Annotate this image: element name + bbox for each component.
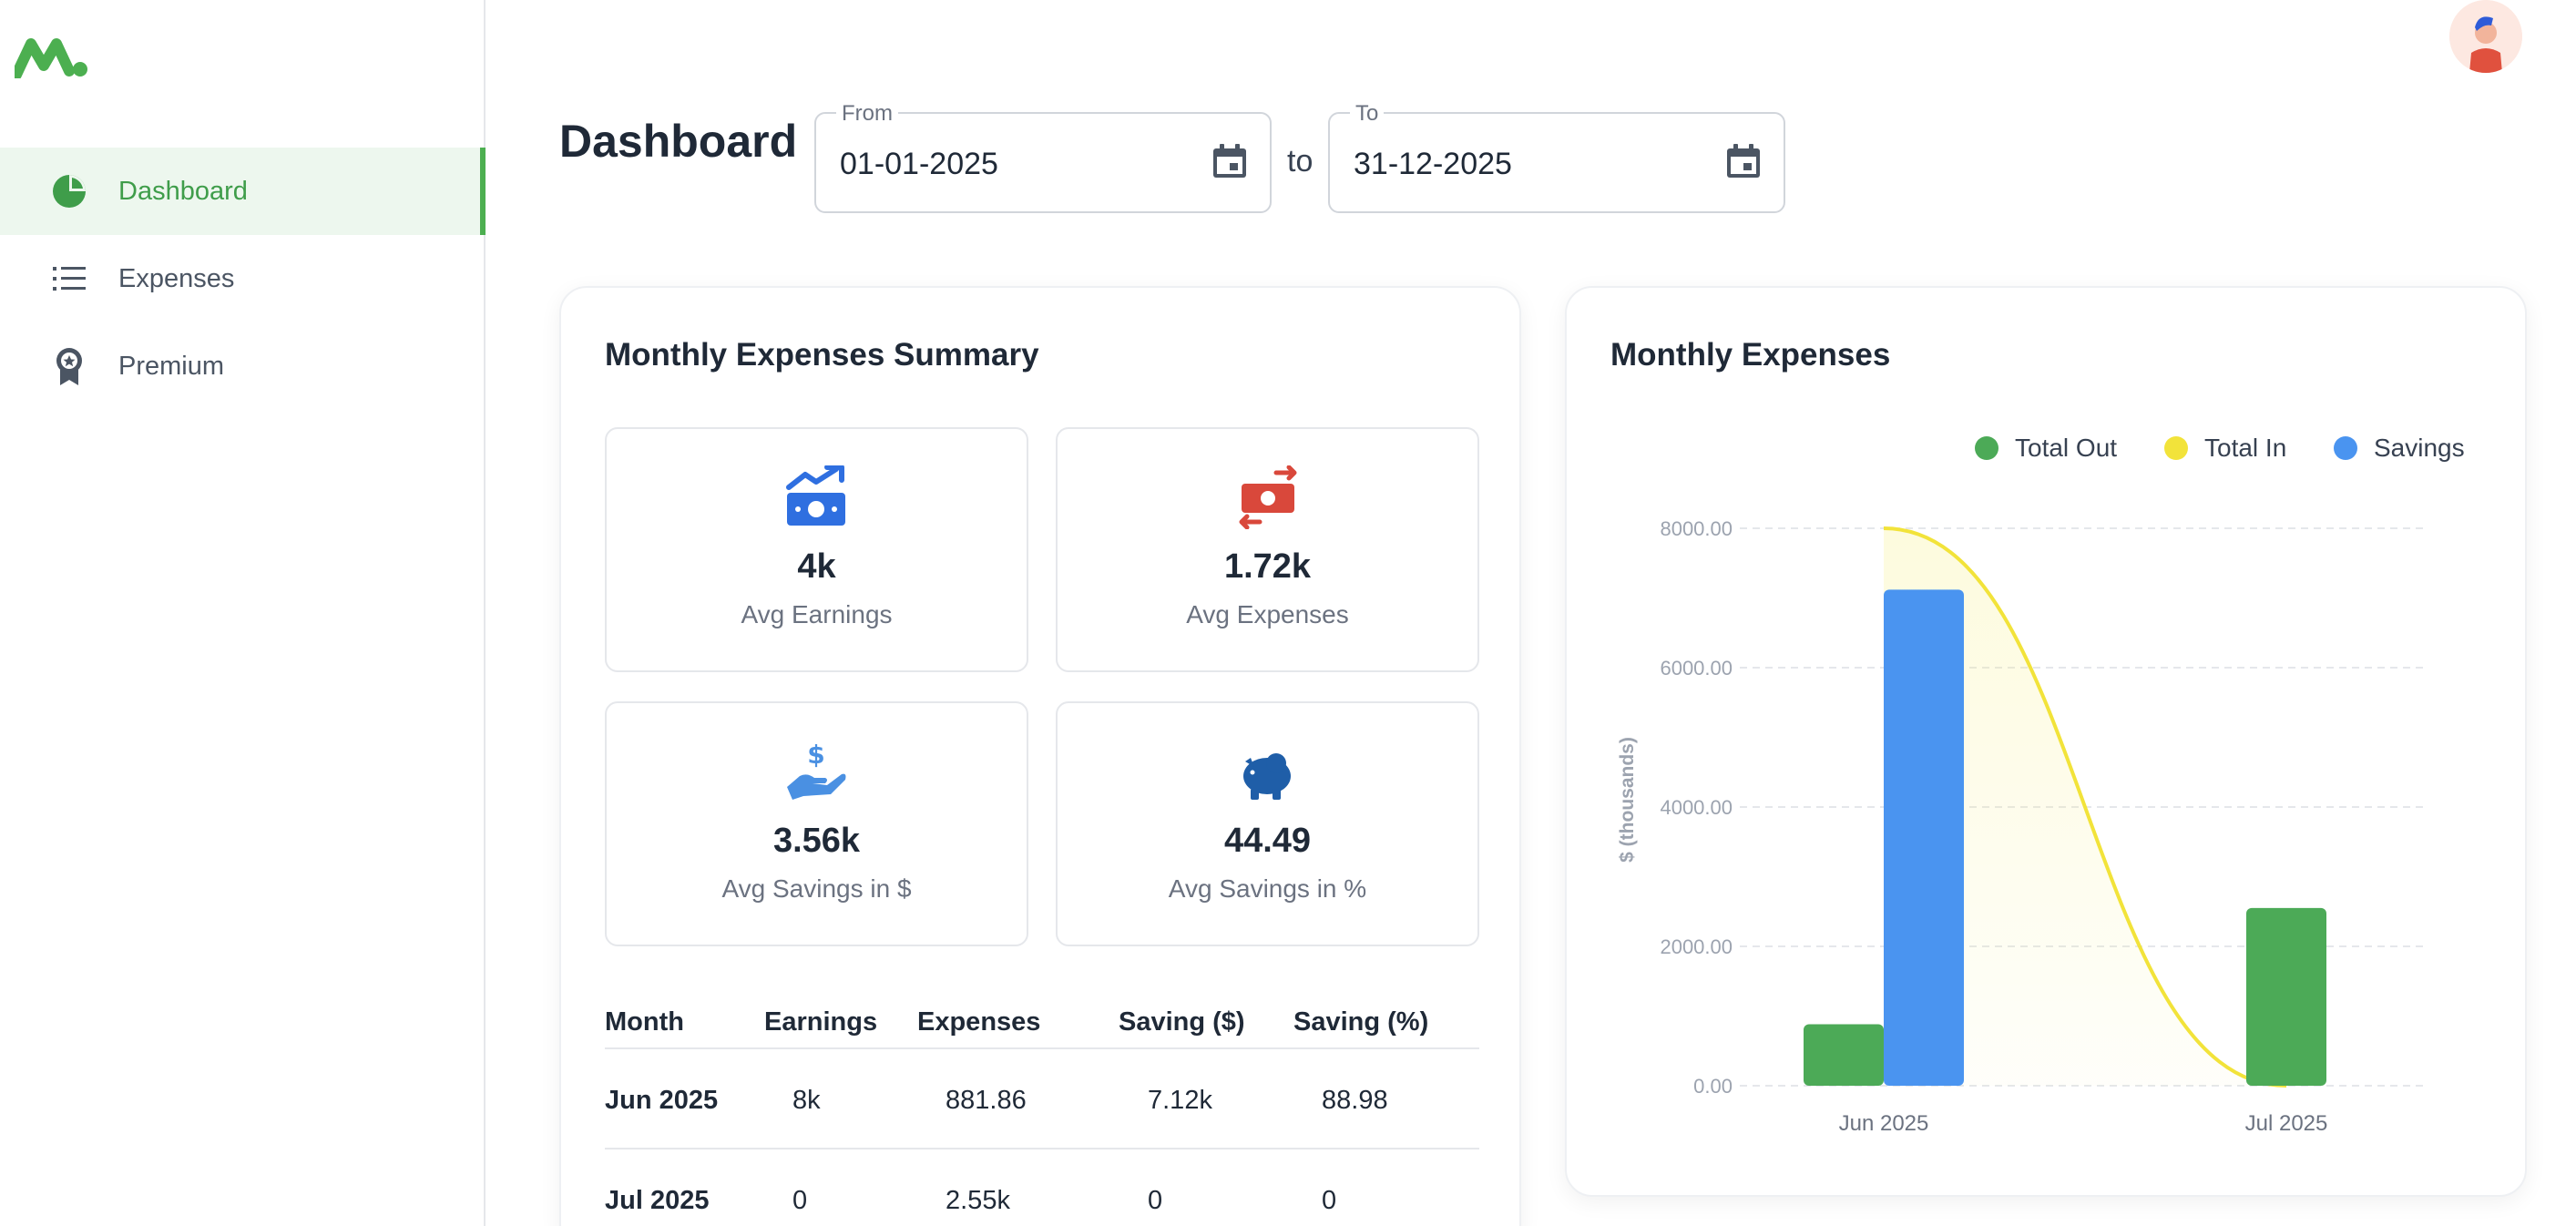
legend-swatch-total-out bbox=[1975, 436, 1998, 460]
stat-label: Avg Savings in $ bbox=[721, 874, 912, 903]
bar-total-out bbox=[1804, 1024, 1884, 1086]
stat-label: Avg Savings in % bbox=[1168, 874, 1367, 903]
from-date-value[interactable]: 01-01-2025 bbox=[840, 147, 998, 181]
cell-saving-percent: 0 bbox=[1322, 1186, 1337, 1215]
award-icon bbox=[51, 348, 87, 385]
x-tick-label: Jul 2025 bbox=[2245, 1111, 2328, 1136]
stat-value: 4k bbox=[797, 547, 836, 586]
hand-dollar-icon: $ bbox=[786, 740, 845, 800]
col-month: Month bbox=[605, 1007, 684, 1037]
legend-label: Total In bbox=[2204, 434, 2287, 462]
date-range-separator: to bbox=[1287, 144, 1314, 179]
from-date-field[interactable]: From 01-01-2025 bbox=[814, 101, 1272, 213]
monthly-expenses-chart: $ (thousands) 0.00 2000.00 4000.00 6000.00 8… bbox=[1617, 517, 2423, 1136]
cell-earnings: 0 bbox=[792, 1186, 808, 1215]
page-title: Dashboard bbox=[559, 116, 798, 167]
legend-total-out[interactable]: Total Out bbox=[1975, 434, 2117, 463]
stat-avg-expenses: 1.72k Avg Expenses bbox=[1056, 427, 1479, 672]
bar-savings bbox=[1884, 589, 1964, 1086]
table-row: Jul 2025 0 2.55k 0 0 bbox=[605, 1149, 1479, 1226]
sidebar-nav: Dashboard Expenses bbox=[0, 148, 486, 410]
bar-total-out bbox=[2246, 907, 2326, 1086]
total-in-line bbox=[1883, 526, 2287, 1088]
stat-avg-savings-dollar: $ 3.56k Avg Savings in $ bbox=[605, 701, 1028, 946]
sidebar-item-label: Expenses bbox=[118, 263, 235, 293]
cell-saving-dollar: 0 bbox=[1148, 1186, 1163, 1215]
sidebar-item-label: Premium bbox=[118, 351, 225, 381]
legend-label: Total Out bbox=[2015, 434, 2118, 462]
stat-value: 3.56k bbox=[772, 822, 861, 860]
cell-month: Jun 2025 bbox=[605, 1086, 719, 1115]
money-growth-icon bbox=[785, 465, 845, 526]
user-avatar[interactable] bbox=[2449, 0, 2522, 73]
money-transfer-icon bbox=[1239, 465, 1296, 529]
col-expenses: Expenses bbox=[917, 1007, 1041, 1037]
user-avatar-icon bbox=[2449, 0, 2522, 73]
y-tick-label: 0.00 bbox=[1693, 1075, 1733, 1098]
cell-month: Jul 2025 bbox=[605, 1186, 710, 1215]
stat-value: 44.49 bbox=[1223, 822, 1312, 860]
y-tick-label: 2000.00 bbox=[1660, 935, 1733, 958]
cell-saving-dollar: 7.12k bbox=[1148, 1086, 1212, 1115]
stat-label: Avg Earnings bbox=[741, 600, 893, 628]
summary-table: Month Earnings Expenses Saving ($) Savin… bbox=[605, 998, 1479, 1226]
legend-total-in[interactable]: Total In bbox=[2164, 434, 2286, 463]
monthly-expenses-card: Monthly Expenses Total Out Total In Savi… bbox=[1565, 286, 2527, 1197]
sidebar-item-label: Dashboard bbox=[118, 176, 248, 206]
stat-avg-savings-percent: 44.49 Avg Savings in % bbox=[1056, 701, 1479, 946]
legend-swatch-total-in bbox=[2164, 436, 2188, 460]
sidebar-item-premium[interactable]: Premium bbox=[0, 322, 486, 410]
col-saving-dollar: Saving ($) bbox=[1119, 1007, 1245, 1037]
stat-label: Avg Expenses bbox=[1186, 600, 1349, 628]
legend-swatch-savings bbox=[2334, 436, 2357, 460]
sidebar: Dashboard Expenses bbox=[0, 0, 486, 1226]
cell-earnings: 8k bbox=[792, 1086, 821, 1115]
chart-title: Monthly Expenses bbox=[1610, 337, 1891, 373]
logo-icon[interactable] bbox=[15, 35, 87, 78]
col-earnings: Earnings bbox=[764, 1007, 878, 1037]
cell-saving-percent: 88.98 bbox=[1322, 1086, 1388, 1115]
stat-avg-earnings: 4k Avg Earnings bbox=[605, 427, 1028, 672]
cell-expenses: 881.86 bbox=[946, 1086, 1027, 1115]
list-icon bbox=[51, 261, 87, 297]
y-tick-label: 4000.00 bbox=[1660, 796, 1733, 819]
y-axis-label: $ (thousands) bbox=[1617, 737, 1638, 863]
summary-title: Monthly Expenses Summary bbox=[605, 337, 1039, 373]
stat-value: 1.72k bbox=[1223, 547, 1312, 586]
calendar-icon[interactable] bbox=[1723, 141, 1763, 181]
sidebar-item-expenses[interactable]: Expenses bbox=[0, 235, 486, 322]
pie-chart-icon bbox=[51, 173, 87, 209]
calendar-icon[interactable] bbox=[1210, 141, 1250, 181]
table-row: Jun 2025 8k 881.86 7.12k 88.98 bbox=[605, 1049, 1479, 1149]
summary-card: Monthly Expenses Summary 4k Avg Earnings… bbox=[559, 286, 1521, 1226]
from-date-label: From bbox=[836, 101, 898, 127]
cell-expenses: 2.55k bbox=[946, 1186, 1010, 1215]
to-date-label: To bbox=[1350, 101, 1385, 127]
sidebar-item-dashboard[interactable]: Dashboard bbox=[0, 148, 486, 235]
piggy-bank-icon bbox=[1242, 753, 1291, 800]
y-tick-label: 8000.00 bbox=[1660, 517, 1733, 540]
to-date-value[interactable]: 31-12-2025 bbox=[1354, 147, 1512, 181]
x-tick-label: Jun 2025 bbox=[1839, 1111, 1929, 1136]
col-saving-percent: Saving (%) bbox=[1293, 1007, 1429, 1037]
to-date-field[interactable]: To 31-12-2025 bbox=[1328, 101, 1785, 213]
y-tick-label: 6000.00 bbox=[1660, 657, 1733, 679]
legend-savings[interactable]: Savings bbox=[2334, 434, 2465, 463]
svg-text:$: $ bbox=[807, 740, 824, 770]
legend-label: Savings bbox=[2374, 434, 2465, 462]
table-header: Month Earnings Expenses Saving ($) Savin… bbox=[605, 998, 1479, 1049]
